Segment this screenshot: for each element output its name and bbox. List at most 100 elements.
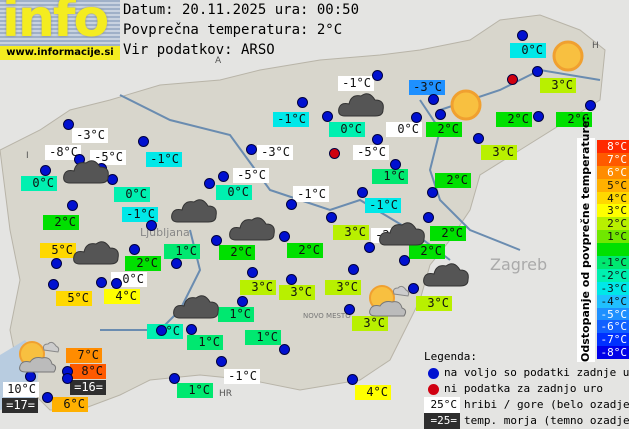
station-dot[interactable] bbox=[428, 94, 439, 105]
station-dot[interactable] bbox=[435, 109, 446, 120]
station-dot[interactable] bbox=[532, 66, 543, 77]
station-dot[interactable] bbox=[423, 212, 434, 223]
date-time: Datum: 20.11.2025 ura: 00:50 bbox=[123, 2, 360, 18]
temperature-label: 3°C bbox=[481, 145, 517, 160]
cloud-icon bbox=[63, 160, 109, 184]
station-dot[interactable] bbox=[204, 178, 215, 189]
cloud-icon bbox=[171, 199, 217, 223]
temperature-label: 3°C bbox=[352, 316, 388, 331]
temperature-label: 0°C bbox=[114, 187, 150, 202]
logo[interactable]: info www.informacije.si bbox=[0, 0, 120, 60]
station-dot[interactable] bbox=[297, 97, 308, 108]
station-dot[interactable] bbox=[279, 231, 290, 242]
station-dot[interactable] bbox=[129, 244, 140, 255]
hill-sample: 25°C bbox=[424, 397, 460, 413]
temperature-label: 5°C bbox=[40, 243, 76, 258]
station-dot[interactable] bbox=[146, 220, 157, 231]
station-dot[interactable] bbox=[42, 392, 53, 403]
temperature-label: 5°C bbox=[56, 291, 92, 306]
station-dot[interactable] bbox=[111, 278, 122, 289]
station-dot[interactable] bbox=[344, 304, 355, 315]
temperature-label: 2°C bbox=[430, 226, 466, 241]
deviation-scale: 8°C 7°C 6°C 5°C 4°C 3°C 2°C 1°C -1°C -2°C -3°C -4°C… bbox=[597, 140, 629, 359]
logo-url[interactable]: www.informacije.si bbox=[0, 46, 120, 60]
legend-available-text: na voljo so podatki zadnje ure bbox=[444, 366, 629, 379]
scale-step: -7°C bbox=[597, 333, 629, 346]
station-dot[interactable] bbox=[63, 119, 74, 130]
temperature-label: 7°C bbox=[66, 348, 102, 363]
station-dot[interactable] bbox=[96, 277, 107, 288]
station-dot[interactable] bbox=[138, 136, 149, 147]
station-dot[interactable] bbox=[156, 325, 167, 336]
station-dot[interactable] bbox=[218, 171, 229, 182]
station-no-data-dot[interactable] bbox=[507, 74, 518, 85]
average-temperature: Povprečna temperatura: 2°C bbox=[123, 22, 343, 38]
temperature-label: 0°C bbox=[510, 43, 546, 58]
cloud-icon bbox=[423, 263, 469, 287]
station-dot[interactable] bbox=[408, 283, 419, 294]
station-dot[interactable] bbox=[364, 242, 375, 253]
temperature-label: 3°C bbox=[279, 285, 315, 300]
sun-icon bbox=[450, 89, 482, 121]
scale-step: 4°C bbox=[597, 191, 629, 205]
station-dot[interactable] bbox=[357, 187, 368, 198]
temperature-label: 1°C bbox=[187, 335, 223, 350]
station-dot[interactable] bbox=[67, 200, 78, 211]
station-dot[interactable] bbox=[216, 356, 227, 367]
temperature-label: -8°C bbox=[45, 145, 81, 160]
scale-step: -4°C bbox=[597, 294, 629, 308]
station-dot[interactable] bbox=[247, 267, 258, 278]
cloud-icon bbox=[173, 295, 219, 319]
scale-step: -8°C bbox=[597, 346, 629, 359]
station-dot[interactable] bbox=[169, 373, 180, 384]
station-dot[interactable] bbox=[279, 344, 290, 355]
temperature-label: 2°C bbox=[219, 245, 255, 260]
station-dot[interactable] bbox=[390, 159, 401, 170]
station-dot[interactable] bbox=[348, 264, 359, 275]
station-dot[interactable] bbox=[399, 255, 410, 266]
station-dot[interactable] bbox=[286, 199, 297, 210]
station-dot[interactable] bbox=[517, 30, 528, 41]
station-dot[interactable] bbox=[322, 111, 333, 122]
station-dot[interactable] bbox=[48, 279, 59, 290]
station-dot[interactable] bbox=[51, 258, 62, 269]
station-dot[interactable] bbox=[246, 144, 257, 155]
station-dot[interactable] bbox=[473, 133, 484, 144]
scale-step: -2°C bbox=[597, 268, 629, 282]
scale-step: -6°C bbox=[597, 320, 629, 333]
temperature-label: -5°C bbox=[353, 145, 389, 160]
temperature-label: 2°C bbox=[409, 244, 445, 259]
station-dot[interactable] bbox=[585, 100, 596, 111]
temperature-label: 3°C bbox=[325, 280, 361, 295]
temperature-label: 2°C bbox=[496, 112, 532, 127]
temperature-label: 6°C bbox=[52, 397, 88, 412]
map-label-zagreb: Zagreb bbox=[490, 255, 547, 274]
scale-step: 5°C bbox=[597, 178, 629, 192]
scale-step: 3°C bbox=[597, 204, 629, 217]
cloud-icon bbox=[379, 222, 425, 246]
station-dot[interactable] bbox=[40, 165, 51, 176]
temperature-label: 2°C bbox=[125, 256, 161, 271]
map-label-a: A bbox=[215, 56, 222, 66]
station-dot[interactable] bbox=[171, 258, 182, 269]
station-dot[interactable] bbox=[372, 70, 383, 81]
temperature-label: 10°C bbox=[3, 382, 39, 397]
temperature-label: 3°C bbox=[240, 280, 276, 295]
station-no-data-dot[interactable] bbox=[329, 148, 340, 159]
legend-title: Legenda: bbox=[424, 350, 477, 363]
temperature-label: 1°C bbox=[372, 169, 408, 184]
station-dot[interactable] bbox=[347, 374, 358, 385]
station-dot[interactable] bbox=[411, 112, 422, 123]
station-dot[interactable] bbox=[211, 235, 222, 246]
scale-step: -1°C bbox=[597, 256, 629, 269]
station-dot[interactable] bbox=[186, 324, 197, 335]
station-dot[interactable] bbox=[62, 373, 73, 384]
station-dot[interactable] bbox=[533, 111, 544, 122]
station-dot[interactable] bbox=[286, 274, 297, 285]
station-dot[interactable] bbox=[237, 296, 248, 307]
logo-text: info bbox=[2, 0, 109, 49]
temperature-label: -1°C bbox=[122, 207, 158, 222]
station-dot[interactable] bbox=[427, 187, 438, 198]
station-dot[interactable] bbox=[326, 212, 337, 223]
station-dot[interactable] bbox=[372, 134, 383, 145]
